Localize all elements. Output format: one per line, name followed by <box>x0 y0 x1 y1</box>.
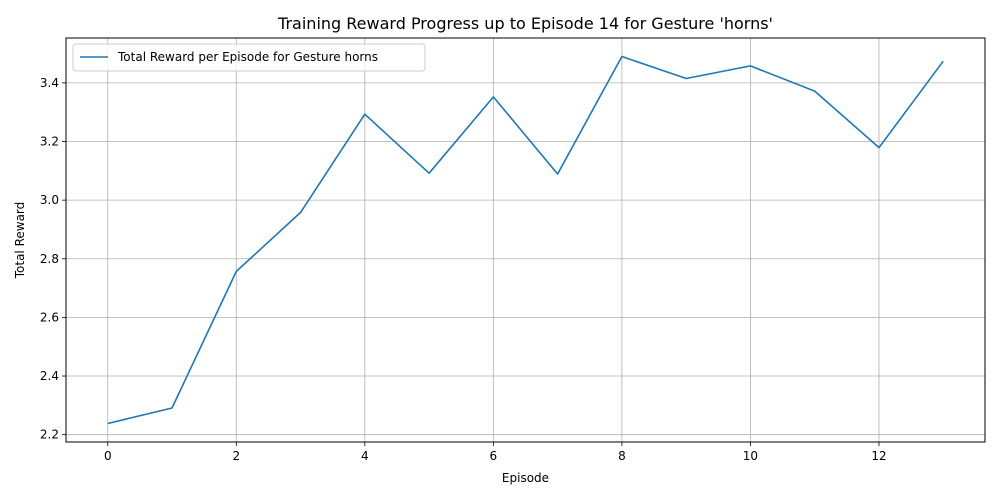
y-tick-label: 3.4 <box>40 76 59 90</box>
y-tick-label: 2.6 <box>40 310 59 324</box>
series-line <box>107 55 944 425</box>
y-tick-label: 3.0 <box>40 193 59 207</box>
y-tick-label: 3.2 <box>40 134 59 148</box>
plot-frame <box>65 37 986 443</box>
y-axis-label: Total Reward <box>13 202 27 280</box>
x-tick-label: 10 <box>743 449 758 463</box>
x-axis: 0 2 4 6 8 10 12 <box>104 442 887 463</box>
legend: Total Reward per Episode for Gesture hor… <box>72 43 426 72</box>
x-tick-label: 6 <box>490 449 498 463</box>
x-tick-label: 0 <box>104 449 112 463</box>
x-axis-label: Episode <box>502 471 549 485</box>
x-tick-label: 2 <box>232 449 240 463</box>
y-tick-label: 2.2 <box>40 428 59 442</box>
x-tick-label: 8 <box>618 449 626 463</box>
legend-label: Total Reward per Episode for Gesture hor… <box>117 50 378 64</box>
grid <box>66 38 985 442</box>
x-tick-label: 4 <box>361 449 369 463</box>
y-tick-label: 2.8 <box>40 252 59 266</box>
y-tick-label: 2.4 <box>40 369 59 383</box>
chart-title: Training Reward Progress up to Episode 1… <box>277 14 773 33</box>
y-axis: 2.2 2.4 2.6 2.8 3.0 3.2 3.4 <box>40 76 66 442</box>
series-layer <box>107 55 944 425</box>
legend-box <box>72 43 426 72</box>
x-tick-label: 12 <box>871 449 886 463</box>
